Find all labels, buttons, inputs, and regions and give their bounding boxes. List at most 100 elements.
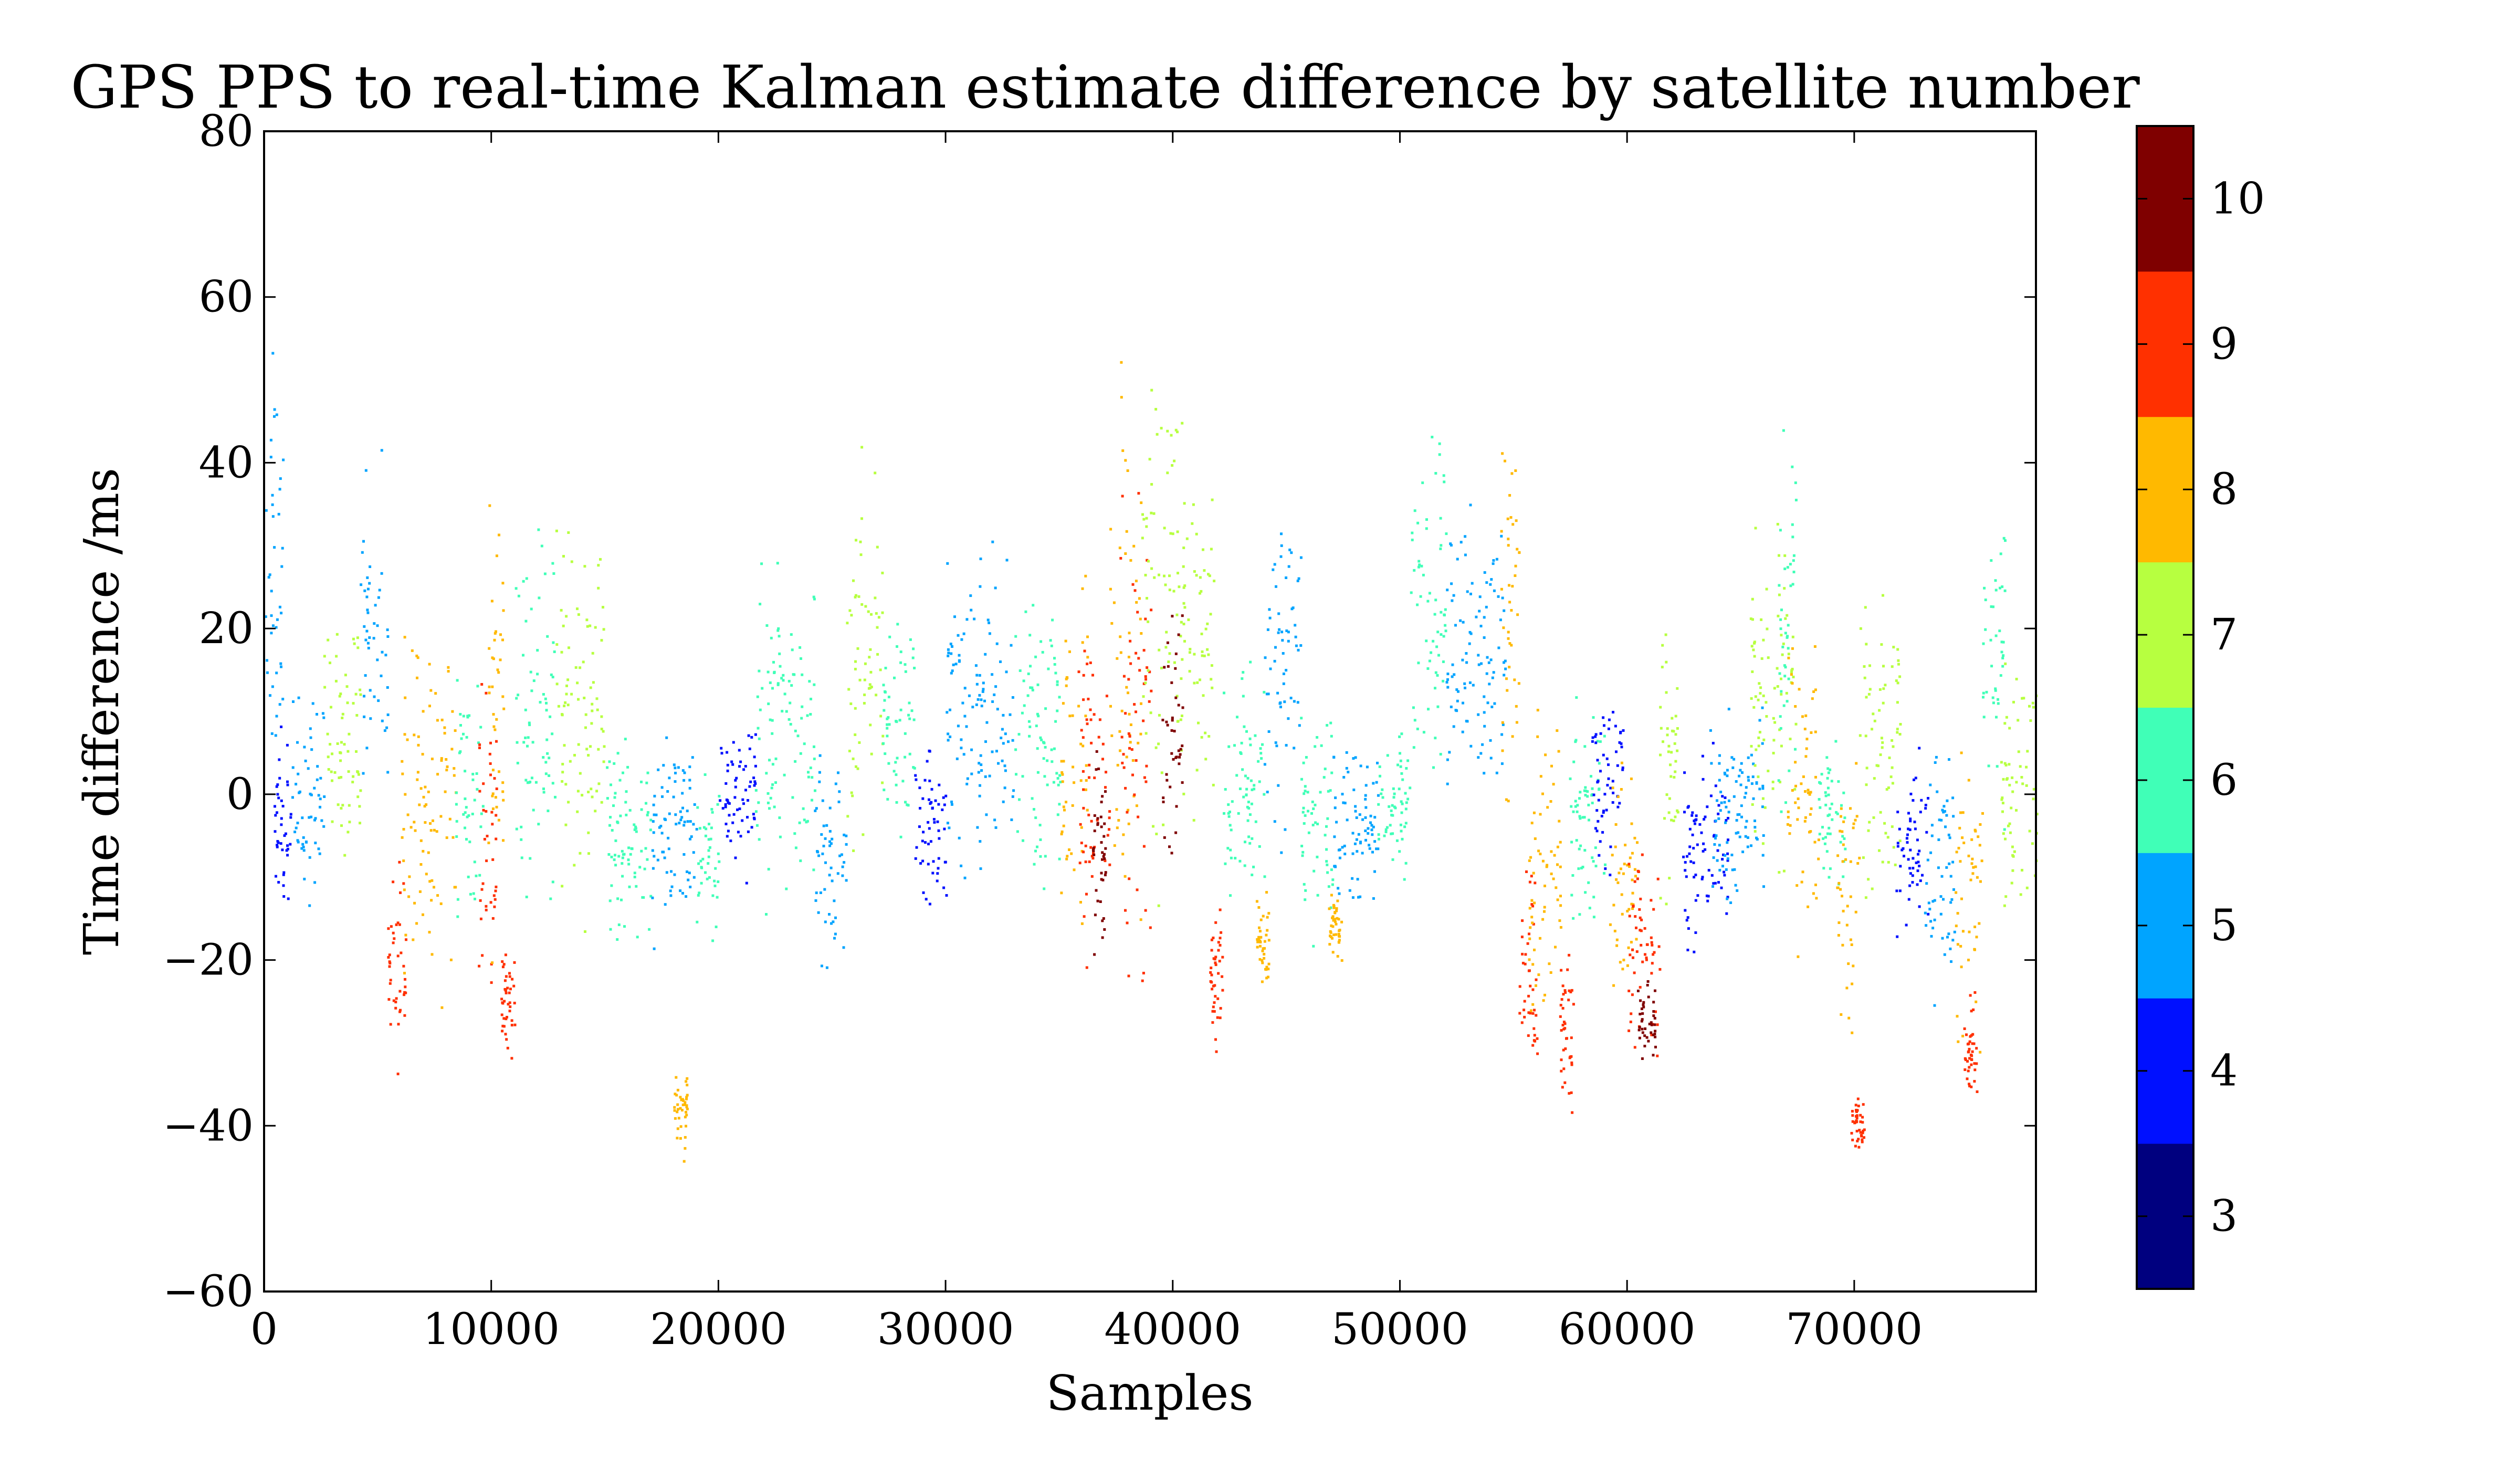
data-point — [1210, 664, 1213, 667]
data-point — [304, 759, 307, 762]
data-point — [307, 767, 310, 770]
data-point — [402, 859, 405, 863]
data-point — [337, 803, 340, 806]
y-tick-label: −20 — [163, 936, 254, 985]
data-point — [1752, 762, 1755, 765]
satellite-segment — [1955, 751, 1984, 1054]
data-point — [965, 618, 969, 621]
data-point — [1782, 869, 1786, 873]
data-point — [908, 717, 911, 720]
data-point — [894, 761, 897, 764]
data-point — [643, 867, 646, 870]
data-point — [276, 793, 279, 796]
data-point — [1279, 555, 1283, 558]
data-point — [1762, 738, 1766, 741]
data-point — [1888, 757, 1891, 759]
data-point — [937, 867, 940, 870]
data-point — [1636, 990, 1640, 992]
data-point — [1884, 684, 1887, 687]
data-point — [1741, 771, 1744, 774]
data-point — [788, 718, 791, 721]
data-point — [1975, 1047, 1978, 1050]
data-point — [1967, 1050, 1970, 1053]
data-point — [846, 622, 849, 625]
data-point — [1726, 896, 1729, 899]
data-point — [1578, 797, 1581, 800]
data-point — [1891, 665, 1894, 668]
data-point — [1299, 556, 1303, 559]
data-point — [2012, 700, 2015, 704]
x-axis: 0 10000 20000 30000 40000 50000 60000 70000 — [250, 131, 1923, 1354]
data-point — [1927, 912, 1930, 916]
data-point — [1789, 824, 1792, 827]
data-point — [1633, 880, 1636, 883]
data-point — [1758, 719, 1761, 722]
data-point — [742, 768, 746, 771]
data-point — [1763, 806, 1767, 809]
data-point — [1951, 796, 1955, 800]
data-point — [276, 845, 279, 848]
data-point — [851, 794, 854, 797]
data-point — [1530, 875, 1533, 878]
data-point — [1839, 888, 1842, 891]
data-point — [1787, 624, 1790, 627]
data-point — [1570, 1061, 1573, 1064]
data-point — [1719, 791, 1723, 794]
data-point — [514, 587, 518, 590]
data-point — [1142, 719, 1145, 722]
data-point — [1011, 795, 1014, 798]
data-point — [927, 863, 930, 866]
data-point — [1230, 856, 1233, 859]
data-point — [674, 1117, 677, 1120]
data-point — [1639, 897, 1642, 900]
data-point — [273, 546, 276, 549]
data-point — [563, 744, 566, 747]
satellite-segment — [360, 449, 390, 775]
data-point — [1925, 924, 1928, 927]
data-point — [2009, 831, 2012, 834]
satellite-segment — [1209, 908, 1224, 1053]
data-point — [1661, 644, 1664, 647]
data-point — [801, 705, 804, 708]
data-point — [525, 896, 528, 898]
data-point — [1263, 875, 1266, 878]
data-point — [1747, 756, 1750, 759]
data-point — [1028, 726, 1032, 728]
data-point — [548, 774, 551, 777]
data-point — [561, 763, 564, 765]
data-point — [1263, 957, 1266, 960]
data-point — [995, 750, 998, 753]
data-point — [341, 712, 344, 716]
data-point — [286, 743, 289, 747]
data-point — [1080, 842, 1083, 845]
data-point — [640, 780, 643, 783]
data-point — [1976, 876, 1979, 879]
satellite-segment — [1609, 761, 1639, 987]
data-point — [1633, 1046, 1636, 1049]
data-point — [854, 707, 857, 710]
data-point — [282, 884, 285, 887]
data-point — [1483, 724, 1486, 728]
data-point — [1044, 707, 1047, 710]
data-point — [1867, 692, 1871, 696]
data-point — [1863, 1128, 1866, 1131]
data-point — [281, 805, 285, 807]
data-point — [1982, 716, 1986, 719]
data-point — [1930, 834, 1934, 837]
data-point — [468, 714, 471, 717]
data-point — [1187, 618, 1190, 621]
data-point — [860, 517, 863, 520]
data-point — [1670, 818, 1673, 822]
data-point — [527, 736, 530, 739]
data-point — [1859, 1120, 1862, 1124]
data-point — [845, 843, 848, 846]
data-point — [1177, 633, 1180, 636]
data-point — [602, 606, 604, 609]
data-point — [1629, 1021, 1632, 1023]
data-point — [1304, 814, 1307, 817]
data-point — [1366, 765, 1369, 769]
data-point — [1144, 574, 1147, 576]
data-point — [389, 979, 392, 982]
data-point — [1607, 763, 1610, 766]
data-point — [1058, 857, 1061, 860]
